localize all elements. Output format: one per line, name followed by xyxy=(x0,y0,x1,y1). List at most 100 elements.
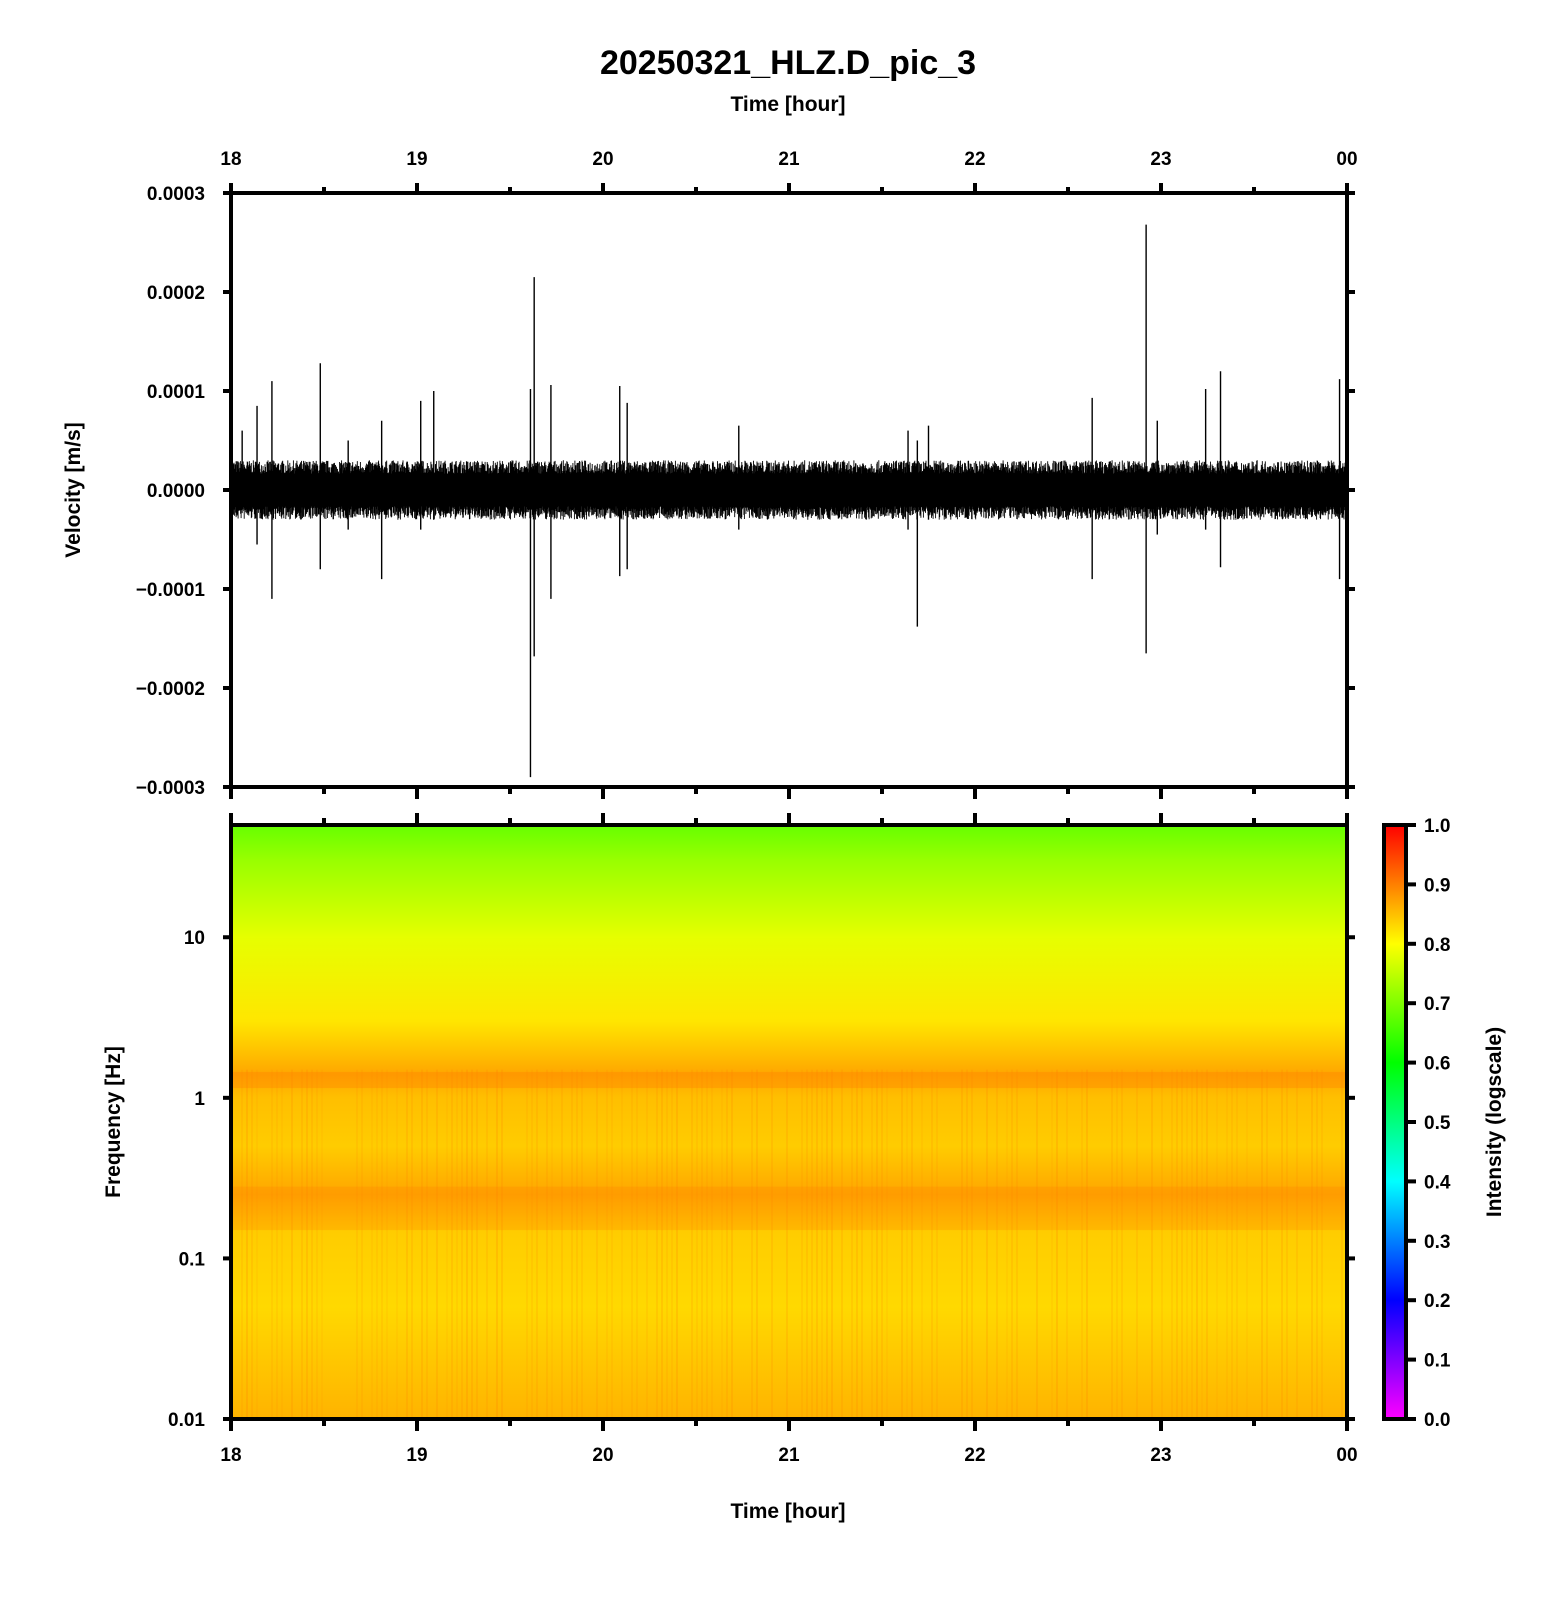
bottom-x-tick-label: 00 xyxy=(1336,1445,1357,1466)
spectrogram-stripe xyxy=(311,1069,313,1419)
spectrogram-panel: Frequency [Hz] 10 1 0.1 0.01 xyxy=(102,823,1355,1431)
bottom-x-tick-label: 22 xyxy=(964,1445,985,1466)
colorbar-tick-label: 0.4 xyxy=(1424,1172,1451,1193)
spectrogram-stripe xyxy=(1231,1069,1233,1419)
waveform-traces xyxy=(231,224,1347,778)
top-x-tick-label: 19 xyxy=(406,149,427,170)
spectrogram-y-tick-label: 1 xyxy=(194,1089,205,1110)
colorbar-tick-label: 0.0 xyxy=(1424,1410,1450,1431)
spectrogram-stripe xyxy=(1226,1069,1228,1419)
spectrogram-stripe xyxy=(496,1069,498,1419)
spectrogram-stripe xyxy=(476,1069,478,1419)
spectrogram-stripe xyxy=(731,1069,733,1419)
spectrogram-stripe xyxy=(886,1069,888,1419)
spectrogram-stripe xyxy=(356,1069,358,1419)
colorbar-label: Intensity (logscale) xyxy=(1483,1027,1506,1217)
colorbar-tick-label: 0.9 xyxy=(1424,875,1450,896)
spectrogram-stripe xyxy=(816,1069,818,1419)
bottom-x-tick-label: 20 xyxy=(592,1445,613,1466)
spectrogram-stripe xyxy=(471,1069,473,1419)
spectrogram-stripe xyxy=(801,1069,803,1419)
spectrogram-stripe xyxy=(606,1069,608,1419)
spectrogram-stripe xyxy=(771,1069,773,1419)
spectrogram-stripe xyxy=(271,1069,273,1419)
spectrogram-y-tick-label: 0.1 xyxy=(179,1249,206,1270)
spectrogram-stripe xyxy=(1036,1069,1038,1419)
spectrogram-stripe xyxy=(921,1069,923,1419)
spectrogram-stripe xyxy=(386,1069,388,1419)
spectrogram-stripe xyxy=(936,1069,938,1419)
colorbar-tick-label: 0.7 xyxy=(1424,994,1450,1015)
spectrogram-stripe xyxy=(811,1069,813,1419)
spectrogram-stripe xyxy=(786,1069,788,1419)
top-x-tick-label: 23 xyxy=(1150,149,1171,170)
spectrogram-stripe xyxy=(806,1069,808,1419)
spectrogram-stripe xyxy=(1176,1069,1178,1419)
spectrogram-stripe xyxy=(361,1069,363,1419)
bottom-x-tick-label: 19 xyxy=(406,1445,427,1466)
top-x-tick-label: 20 xyxy=(592,149,613,170)
waveform-y-tick-label: 0.0002 xyxy=(147,283,205,304)
waveform-y-tick-label: 0.0003 xyxy=(147,184,205,205)
spectrogram-stripe xyxy=(1151,1069,1153,1419)
spectrogram-stripe xyxy=(666,1069,668,1419)
spectrogram-stripe xyxy=(1066,1069,1068,1419)
spectrogram-stripe xyxy=(301,1069,303,1419)
spectrogram-stripe xyxy=(911,1069,913,1419)
spectrogram-stripe xyxy=(501,1069,503,1419)
spectrogram-stripe xyxy=(1316,1069,1318,1419)
spectrogram-stripe xyxy=(1111,1069,1113,1419)
spectrogram-image xyxy=(231,825,1347,1419)
spectrogram-stripe xyxy=(871,1069,873,1419)
spectrogram-stripe xyxy=(676,1069,678,1419)
spectrogram-stripe xyxy=(646,1069,648,1419)
spectrogram-stripe xyxy=(656,1069,658,1419)
spectrogram-stripe xyxy=(1281,1069,1283,1419)
bottom-x-tick-label: 23 xyxy=(1150,1445,1171,1466)
spectrogram-stripe xyxy=(876,1069,878,1419)
spectrogram-stripe xyxy=(821,1069,823,1419)
waveform-line xyxy=(231,460,1347,520)
spectrogram-stripe xyxy=(1216,1069,1218,1419)
spectrogram-stripe xyxy=(931,1069,933,1419)
spectrogram-stripe xyxy=(661,1069,663,1419)
spectrogram-stripe xyxy=(461,1069,463,1419)
spectrogram-stripe xyxy=(1246,1069,1248,1419)
spectrogram-stripe xyxy=(531,1069,533,1419)
colorbar-tick-label: 0.5 xyxy=(1424,1113,1451,1134)
spectrogram-stripe xyxy=(486,1069,488,1419)
spectrogram-stripe xyxy=(426,1069,428,1419)
top-axis-label: Time [hour] xyxy=(730,93,845,116)
frequency-axis-label: Frequency [Hz] xyxy=(102,1046,125,1198)
spectrogram-band xyxy=(231,1071,1347,1089)
waveform-y-tick-label: −0.0002 xyxy=(136,679,205,700)
spectrogram-stripe xyxy=(1171,1069,1173,1419)
colorbar-tick-label: 0.2 xyxy=(1424,1291,1450,1312)
spectrogram-stripe xyxy=(751,1069,753,1419)
colorbar-tick-label: 0.3 xyxy=(1424,1232,1450,1253)
spectrogram-stripe xyxy=(671,1069,673,1419)
colorbar-ticks: 1.0 0.9 0.8 0.7 0.6 0.5 0.4 0.3 0.2 0.1 0.0 xyxy=(1406,816,1451,1431)
spectrogram-y-tick-label: 10 xyxy=(184,928,205,949)
waveform-panel: Velocity [m/s] 0.0003 0.0002 0.0001 0.0000 −… xyxy=(62,184,1355,799)
spectrogram-stripe xyxy=(971,1069,973,1419)
spectrogram-stripe xyxy=(1296,1069,1298,1419)
time-axis-ticks: 18 18 19 19 20 20 21 21 22 22 23 23 00 00 xyxy=(220,149,1357,1466)
spectrogram-stripe xyxy=(721,1069,723,1419)
colorbar-gradient-bar xyxy=(1382,823,1408,1421)
bottom-x-tick-label: 18 xyxy=(220,1445,241,1466)
spectrogram-stripe xyxy=(1181,1069,1183,1419)
colorbar-tick-label: 0.1 xyxy=(1424,1351,1451,1372)
spectrogram-stripe xyxy=(411,1069,413,1419)
spectrogram-band xyxy=(231,1186,1347,1231)
spectrogram-stripe xyxy=(246,1069,248,1419)
spectrogram-stripe xyxy=(436,1069,438,1419)
colorbar: 1.0 0.9 0.8 0.7 0.6 0.5 0.4 0.3 0.2 0.1 0.0 Intens… xyxy=(1382,816,1506,1431)
waveform-y-tick-label: 0.0001 xyxy=(147,382,206,403)
spectrogram-stripe xyxy=(406,1069,408,1419)
top-x-tick-label: 00 xyxy=(1336,149,1357,170)
top-x-tick-label: 18 xyxy=(220,149,241,170)
spectrogram-stripe xyxy=(561,1069,563,1419)
spectrogram-stripe xyxy=(376,1069,378,1419)
